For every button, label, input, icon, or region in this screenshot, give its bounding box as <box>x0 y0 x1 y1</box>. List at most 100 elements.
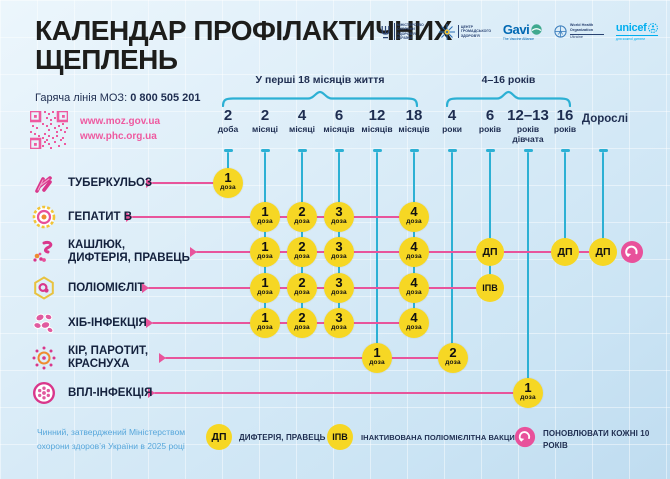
booster-marker-dp: ДП <box>551 238 579 266</box>
who-logo: World Health Organization Ukraine <box>554 23 604 40</box>
gavi-logo-text: Gavi <box>502 22 530 37</box>
timeline-column-line <box>485 149 496 288</box>
hotline: Гаряча лінія МОЗ: 0 800 505 201 <box>35 92 201 104</box>
dose-marker: 2 доза <box>287 308 317 338</box>
row-label-hpv: ВПЛ-ІНФЕКЦІЯ <box>68 387 153 399</box>
column-header-6-mis: 6 місяців <box>323 107 355 134</box>
polio-icon <box>34 276 54 300</box>
column-header-12-13-rokiv: 12–13 років дівчата <box>507 107 549 144</box>
dose-marker: 3 доза <box>324 273 354 303</box>
footnote: Чинний, затверджений Міністерством охоро… <box>37 427 186 452</box>
column-header-2-mis: 2 місяці <box>252 107 278 134</box>
row-label-tuberculosis: ТУБЕРКУЛЬОЗ <box>68 177 153 189</box>
age-group-bracket-0 <box>222 90 418 107</box>
gavi-logo-subtext: The Vaccine Alliance <box>502 37 535 41</box>
dose-marker: 2 доза <box>287 237 317 267</box>
dose-marker: 4 доза <box>399 308 429 338</box>
phc-logo: ЦЕНТР ГРОМАДСЬКОГО ЗДОРОВ’Я <box>438 23 491 40</box>
hotline-number: 0 800 505 201 <box>130 92 201 104</box>
age-group-label-0: У перші 18 місяців життя <box>255 74 385 86</box>
compass-star-icon <box>438 23 455 40</box>
column-header-adults: Дорослі <box>581 113 629 125</box>
dose-marker: 1 доза <box>513 378 543 408</box>
row-label-polio: ПОЛІОМІЄЛІТ <box>68 282 145 294</box>
unicef-logo-subtext: для кожної дитини <box>615 35 658 41</box>
moz-link[interactable]: www.moz.gov.ua <box>80 116 161 127</box>
dose-marker: 3 доза <box>324 202 354 232</box>
row-arrow-icon <box>126 212 133 222</box>
column-header-12-mis: 12 місяців <box>361 107 393 134</box>
row-label-hepatitis-b: ГЕПАТИТ В <box>68 211 133 223</box>
repeat-every-10-years-icon <box>514 426 536 448</box>
who-globe-icon <box>554 25 567 38</box>
timeline-column-line <box>372 149 383 358</box>
row-line-polio <box>148 287 492 290</box>
timeline-column-line <box>447 149 458 358</box>
legend-badge-dp: ДП <box>206 424 232 450</box>
timeline-column-line <box>560 149 571 252</box>
moz-logo-text: МІНІСТЕРСТВО ОХОРОНИ ЗДОРОВ’Я УКРАЇНИ <box>393 22 427 41</box>
phc-logo-text: ЦЕНТР ГРОМАДСЬКОГО ЗДОРОВ’Я <box>457 24 491 39</box>
partner-logos: МІНІСТЕРСТВО ОХОРОНИ ЗДОРОВ’Я УКРАЇНИ ЦЕ… <box>380 22 658 41</box>
dose-marker: 1 доза <box>250 237 280 267</box>
unicef-globe-icon <box>648 23 658 34</box>
row-arrow-icon <box>142 283 149 293</box>
age-group-bracket-1 <box>446 90 571 107</box>
row-arrow-icon <box>159 353 166 363</box>
timeline-column-line <box>223 149 234 183</box>
column-header-18-mis: 18 місяців <box>398 107 430 134</box>
measles-mumps-rubella-icon <box>32 346 56 370</box>
row-label-pertussis: КАШЛЮК, ДИФТЕРІЯ, ПРАВЕЦЬ <box>68 239 190 264</box>
row-arrow-icon <box>190 247 197 257</box>
website-links: www.moz.gov.ua www.phc.org.ua <box>80 114 160 144</box>
column-header-6-rokiv: 6 років <box>478 107 502 134</box>
dose-marker: 4 доза <box>399 237 429 267</box>
hib-icon <box>33 313 54 334</box>
row-line-hpv <box>154 392 530 395</box>
tuberculosis-icon <box>35 176 52 193</box>
column-header-16-rokiv: 16 років <box>553 107 577 134</box>
dose-marker: 1 доза <box>250 308 280 338</box>
row-line-tuberculosis <box>152 182 230 185</box>
dose-marker: 1 доза <box>362 343 392 373</box>
booster-marker-ipv: ІПВ <box>476 274 504 302</box>
dose-marker: 3 доза <box>324 308 354 338</box>
row-arrow-icon <box>146 318 153 328</box>
age-group-label-1: 4–16 років <box>481 74 536 86</box>
row-line-mmr <box>165 357 455 360</box>
legend-text-dp: ДИФТЕРІЯ, ПРАВЕЦЬ <box>239 433 326 442</box>
dose-marker: 1 доза <box>213 168 243 198</box>
booster-marker-dp: ДП <box>476 238 504 266</box>
legend-text-repeat: ПОНОВЛЮВАТИ КОЖНІ 10 РОКІВ <box>543 429 650 450</box>
column-header-4-mis: 4 місяці <box>289 107 315 134</box>
column-header-4-roky: 4 роки <box>442 107 462 134</box>
dose-marker: 1 доза <box>250 202 280 232</box>
hotline-label: Гаряча лінія МОЗ: <box>35 92 128 104</box>
row-label-hib: ХІБ-ІНФЕКЦІЯ <box>68 317 147 329</box>
who-logo-text: World Health Organization <box>569 23 594 32</box>
column-header-2-doba: 2 доба <box>217 107 239 134</box>
dose-marker: 4 доза <box>399 273 429 303</box>
hpv-icon <box>32 381 56 405</box>
repeat-every-10-years-icon <box>621 241 643 263</box>
dose-marker: 4 доза <box>399 202 429 232</box>
phc-link[interactable]: www.phc.org.ua <box>80 131 157 142</box>
booster-marker-dp: ДП <box>589 238 617 266</box>
legend-badge-ipv: ІПВ <box>327 424 353 450</box>
gavi-globe-icon <box>531 24 542 35</box>
moz-logo: МІНІСТЕРСТВО ОХОРОНИ ЗДОРОВ’Я УКРАЇНИ <box>380 22 427 41</box>
hepatitis-b-icon <box>32 205 56 229</box>
row-label-mmr: КІР, ПАРОТИТ, КРАСНУХА <box>68 345 149 370</box>
dose-marker: 1 доза <box>250 273 280 303</box>
pertussis-diphtheria-tetanus-icon <box>33 241 53 262</box>
row-arrow-icon <box>148 388 155 398</box>
timeline-column-line <box>523 149 534 393</box>
dose-marker: 2 доза <box>287 202 317 232</box>
timeline-column-line <box>598 149 609 252</box>
qr-code <box>30 111 68 149</box>
legend-text-ipv: ІНАКТИВОВАНА ПОЛІОМІЄЛІТНА ВАКЦИНА <box>361 433 526 442</box>
dose-marker: 2 доза <box>438 343 468 373</box>
trident-emblem-icon <box>381 25 390 38</box>
page-title: КАЛЕНДАР ПРОФІЛАКТИЧНИХ ЩЕПЛЕНЬ <box>35 15 452 76</box>
